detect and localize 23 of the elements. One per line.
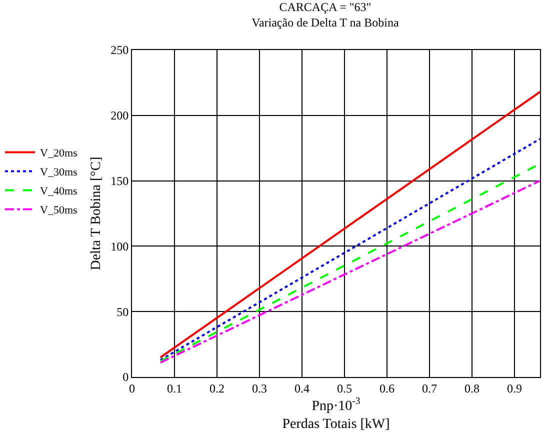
x-tick-label: 0.3 <box>252 381 267 396</box>
y-tick-label: 100 <box>110 239 129 254</box>
y-axis-title: Delta T Bobina [°C] <box>89 156 104 270</box>
x-tick-label: 0.9 <box>507 381 522 396</box>
x-tick-label: 0.6 <box>380 381 394 396</box>
x-tick-label: 0.2 <box>210 381 224 396</box>
y-tick-label: 0 <box>122 370 129 384</box>
legend-label: V_50ms <box>40 204 78 217</box>
legend-label: V_30ms <box>40 166 78 179</box>
legend-label: V_40ms <box>40 186 78 198</box>
x-tick-label: 0.8 <box>464 381 480 396</box>
y-tick-label: 150 <box>110 174 129 188</box>
x-tick-label: 0.4 <box>294 381 310 396</box>
y-tick-label: 50 <box>116 304 129 319</box>
chart-title: CARCAÇA = "63" <box>279 0 372 14</box>
x-tick-label: 0.7 <box>422 381 437 396</box>
y-tick-label: 200 <box>110 108 129 123</box>
y-tick-label: 250 <box>110 43 129 58</box>
x-axis-title: Pnp·10$^{-3}$ Perdas Totais [kW] <box>282 396 390 432</box>
x-tick-label: 0.1 <box>167 381 182 396</box>
legend-label: V_20ms <box>40 148 78 160</box>
x-tick-label: 0.5 <box>337 381 352 396</box>
chart-subtitle: Variação de Delta T na Bobina <box>252 15 400 30</box>
